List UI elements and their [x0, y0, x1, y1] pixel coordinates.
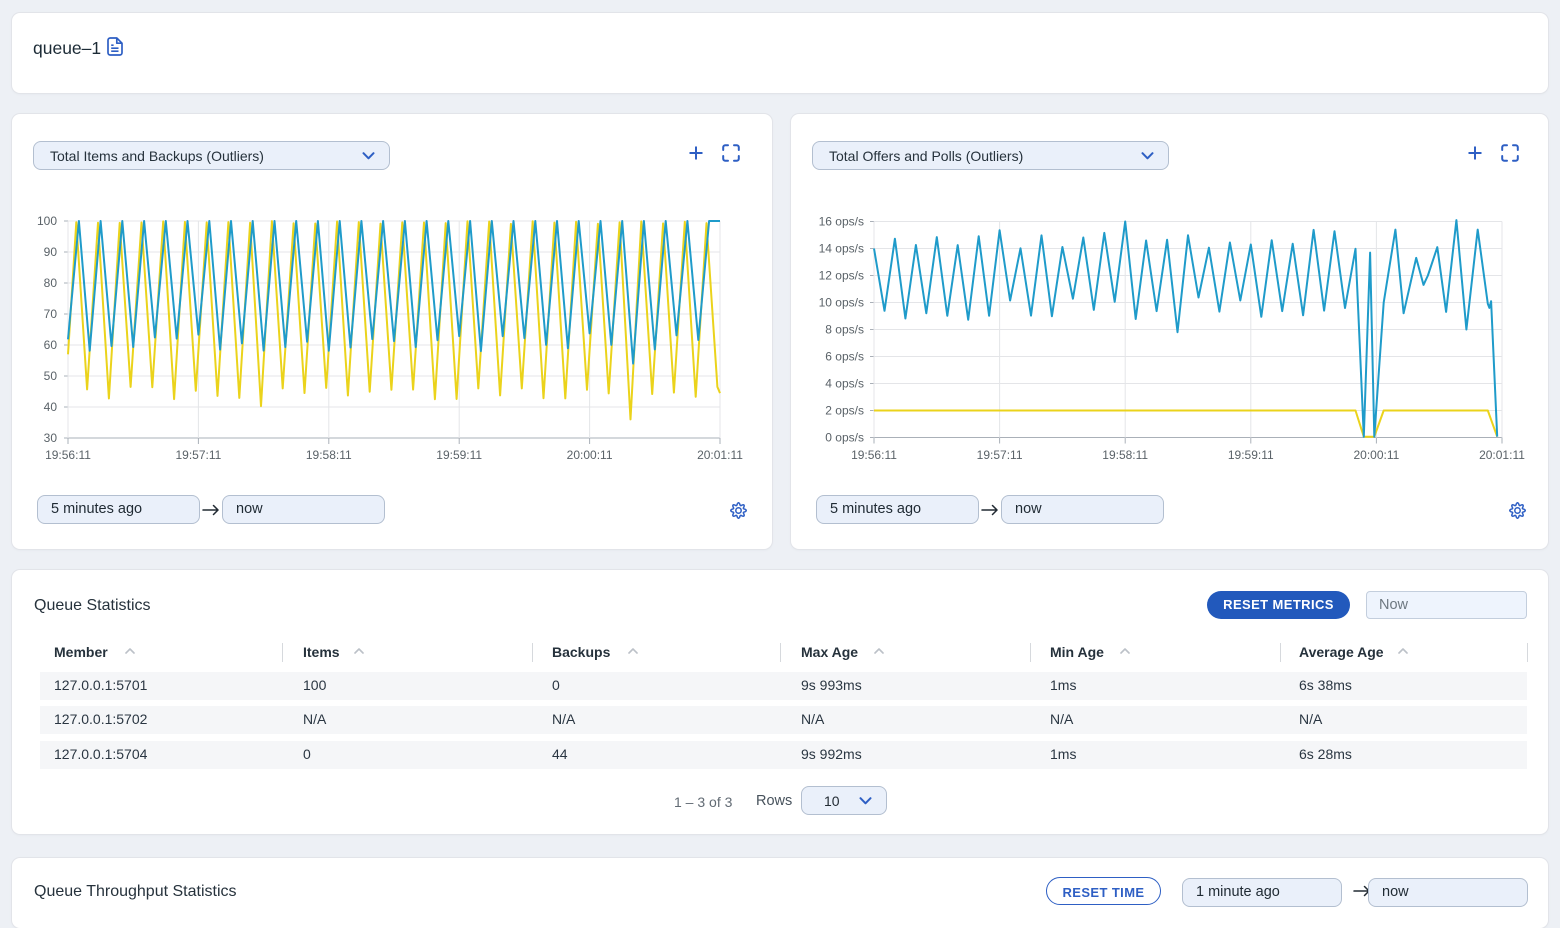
- svg-text:14 ops/s: 14 ops/s: [819, 242, 864, 256]
- svg-text:90: 90: [44, 245, 58, 259]
- svg-text:19:58:11: 19:58:11: [1102, 448, 1148, 462]
- svg-text:19:59:11: 19:59:11: [436, 448, 482, 462]
- svg-text:100: 100: [37, 214, 57, 228]
- svg-text:19:57:11: 19:57:11: [977, 448, 1023, 462]
- svg-text:8 ops/s: 8 ops/s: [825, 323, 864, 337]
- svg-text:0 ops/s: 0 ops/s: [825, 431, 864, 445]
- svg-text:70: 70: [44, 307, 58, 321]
- svg-text:20:00:11: 20:00:11: [1353, 448, 1399, 462]
- svg-text:60: 60: [44, 338, 58, 352]
- svg-text:10 ops/s: 10 ops/s: [819, 296, 864, 310]
- svg-text:20:00:11: 20:00:11: [567, 448, 613, 462]
- svg-text:19:56:11: 19:56:11: [45, 448, 91, 462]
- svg-text:19:59:11: 19:59:11: [1228, 448, 1274, 462]
- svg-text:30: 30: [44, 431, 58, 445]
- svg-text:6 ops/s: 6 ops/s: [825, 350, 864, 364]
- svg-text:40: 40: [44, 400, 58, 414]
- svg-text:4 ops/s: 4 ops/s: [825, 377, 864, 391]
- svg-text:20:01:11: 20:01:11: [1479, 448, 1525, 462]
- svg-text:19:58:11: 19:58:11: [306, 448, 352, 462]
- svg-text:50: 50: [44, 369, 58, 383]
- svg-text:16 ops/s: 16 ops/s: [819, 215, 864, 229]
- svg-text:19:56:11: 19:56:11: [851, 448, 897, 462]
- svg-text:2 ops/s: 2 ops/s: [825, 404, 864, 418]
- svg-text:12 ops/s: 12 ops/s: [819, 269, 864, 283]
- svg-text:19:57:11: 19:57:11: [175, 448, 221, 462]
- svg-text:80: 80: [44, 276, 58, 290]
- svg-text:20:01:11: 20:01:11: [697, 448, 743, 462]
